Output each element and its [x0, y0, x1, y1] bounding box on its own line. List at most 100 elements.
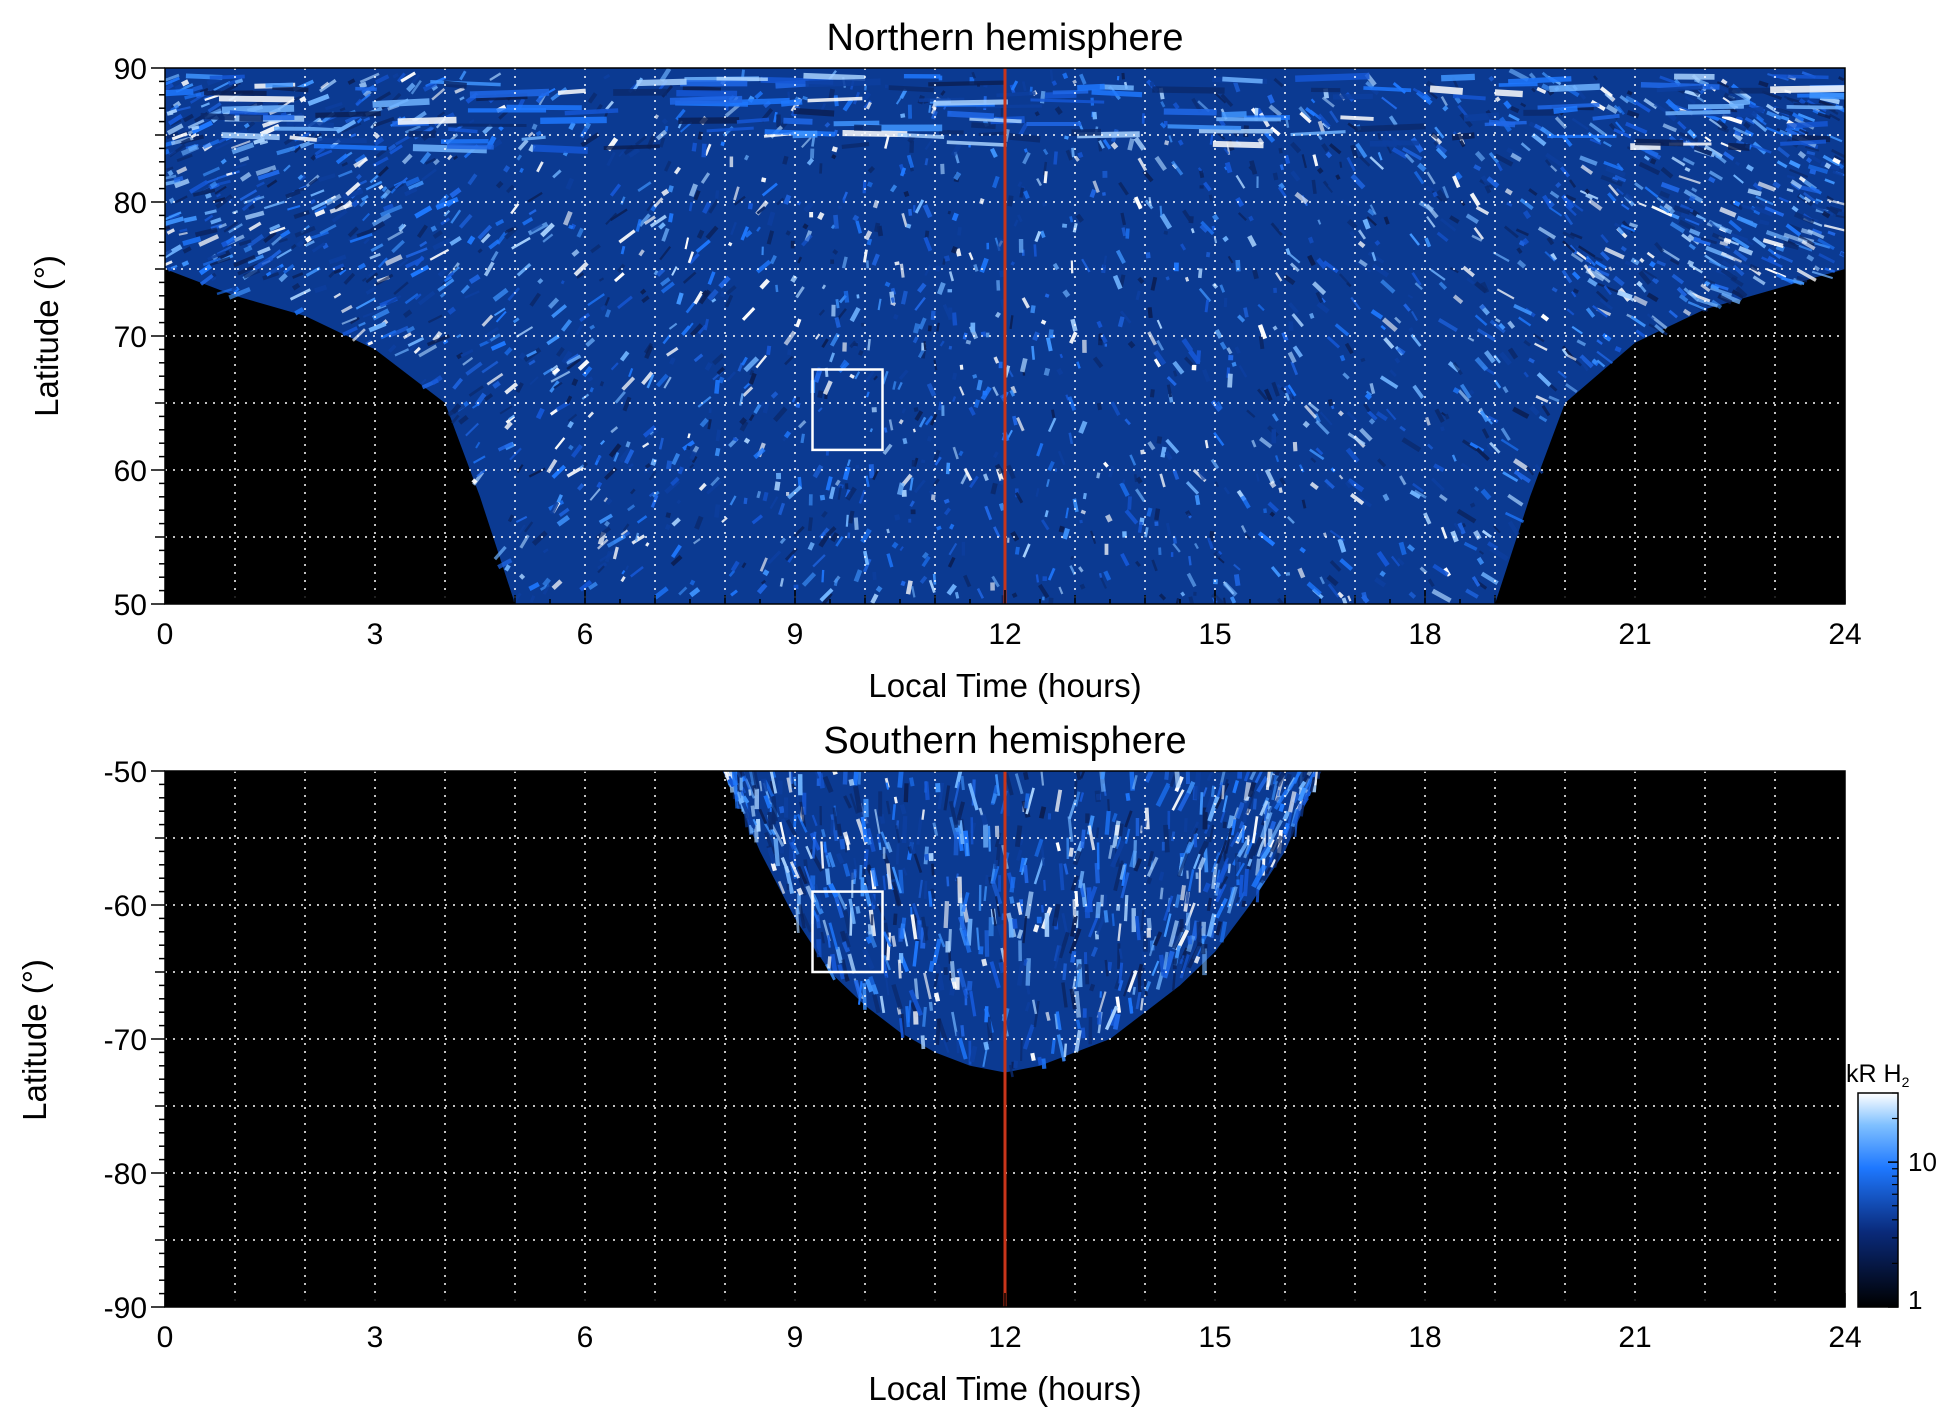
emission-streak — [957, 876, 963, 904]
emission-streak — [1206, 897, 1213, 912]
emission-streak — [1568, 179, 1577, 188]
emission-streak — [1565, 383, 1578, 394]
emission-streak — [1270, 565, 1282, 578]
emission-streak — [1216, 839, 1228, 864]
emission-streak — [767, 211, 776, 226]
emission-streak — [999, 270, 1005, 278]
emission-streak — [528, 209, 537, 216]
emission-streak — [387, 344, 397, 353]
emission-streak — [1743, 121, 1751, 129]
emission-streak — [1363, 403, 1371, 413]
emission-streak — [1291, 313, 1304, 328]
emission-streak — [670, 544, 682, 559]
emission-streak — [853, 785, 863, 813]
emission-streak — [769, 780, 775, 795]
emission-streak — [355, 86, 377, 92]
emission-streak — [561, 350, 573, 365]
emission-streak — [1153, 931, 1163, 947]
emission-streak — [949, 961, 956, 982]
emission-streak — [1580, 164, 1594, 175]
emission-streak — [863, 849, 869, 869]
emission-streak — [875, 585, 883, 593]
emission-streak — [1506, 147, 1522, 159]
emission-streak — [1105, 514, 1113, 523]
emission-streak — [969, 116, 1022, 124]
emission-streak — [504, 227, 514, 234]
emission-streak — [1316, 301, 1330, 314]
emission-streak — [1709, 220, 1720, 232]
emission-streak — [1222, 235, 1229, 243]
emission-streak — [1736, 106, 1765, 116]
emission-streak — [909, 500, 915, 508]
x-tick-label: 24 — [1828, 1321, 1861, 1354]
emission-streak — [402, 309, 413, 318]
emission-streak — [689, 579, 696, 586]
emission-streak — [276, 248, 292, 259]
emission-streak — [1379, 570, 1386, 577]
emission-streak — [1251, 439, 1257, 448]
emission-streak — [560, 319, 573, 332]
emission-streak — [1649, 260, 1656, 268]
emission-streak — [1337, 538, 1347, 553]
emission-streak — [521, 135, 546, 141]
emission-streak — [947, 210, 952, 215]
emission-streak — [872, 468, 880, 481]
emission-streak — [1009, 315, 1014, 330]
emission-streak — [452, 377, 464, 390]
emission-streak — [923, 972, 932, 1000]
emission-streak — [410, 80, 422, 95]
emission-streak — [213, 81, 231, 92]
emission-streak — [299, 96, 307, 103]
emission-streak — [1371, 251, 1377, 262]
emission-streak — [1493, 525, 1501, 534]
emission-streak — [239, 114, 264, 122]
x-tick-label: 15 — [1198, 1321, 1231, 1354]
emission-streak — [1646, 313, 1655, 321]
emission-streak — [718, 275, 731, 289]
y-tick-label: 60 — [114, 455, 147, 488]
emission-streak — [661, 188, 670, 197]
emission-streak — [518, 352, 527, 360]
emission-streak — [807, 517, 813, 532]
emission-streak — [842, 863, 851, 877]
emission-streak — [587, 293, 605, 307]
emission-streak — [1211, 852, 1220, 873]
emission-streak — [948, 542, 958, 556]
emission-streak — [202, 257, 221, 267]
emission-streak — [866, 238, 873, 246]
emission-streak — [1162, 951, 1169, 970]
emission-streak — [247, 203, 255, 211]
emission-streak — [1144, 807, 1150, 830]
emission-streak — [1691, 187, 1698, 193]
emission-streak — [891, 866, 902, 894]
emission-streak — [244, 120, 256, 131]
emission-streak — [1005, 788, 1010, 817]
emission-streak — [1080, 509, 1087, 515]
emission-streak — [462, 356, 474, 366]
emission-streak — [1156, 436, 1163, 444]
emission-streak — [1564, 203, 1577, 217]
emission-streak — [1079, 792, 1085, 802]
emission-streak — [1069, 216, 1074, 223]
emission-streak — [1062, 72, 1069, 80]
emission-streak — [848, 898, 856, 925]
emission-streak — [1812, 228, 1823, 235]
emission-streak — [761, 778, 768, 792]
emission-streak — [1626, 109, 1640, 119]
emission-streak — [704, 362, 713, 371]
emission-streak — [570, 444, 583, 458]
emission-streak — [762, 401, 770, 414]
emission-streak — [1322, 180, 1329, 187]
emission-streak — [1734, 161, 1741, 166]
emission-streak — [166, 228, 176, 235]
emission-streak — [527, 131, 534, 138]
emission-streak — [1273, 789, 1289, 810]
emission-streaks-south — [722, 771, 1322, 1078]
emission-streak — [1562, 240, 1576, 253]
emission-streak — [1037, 583, 1050, 599]
emission-streak — [223, 221, 239, 233]
emission-streak — [707, 288, 719, 301]
emission-streak — [1339, 558, 1354, 571]
emission-streak — [870, 984, 879, 996]
emission-streak — [1480, 175, 1490, 187]
